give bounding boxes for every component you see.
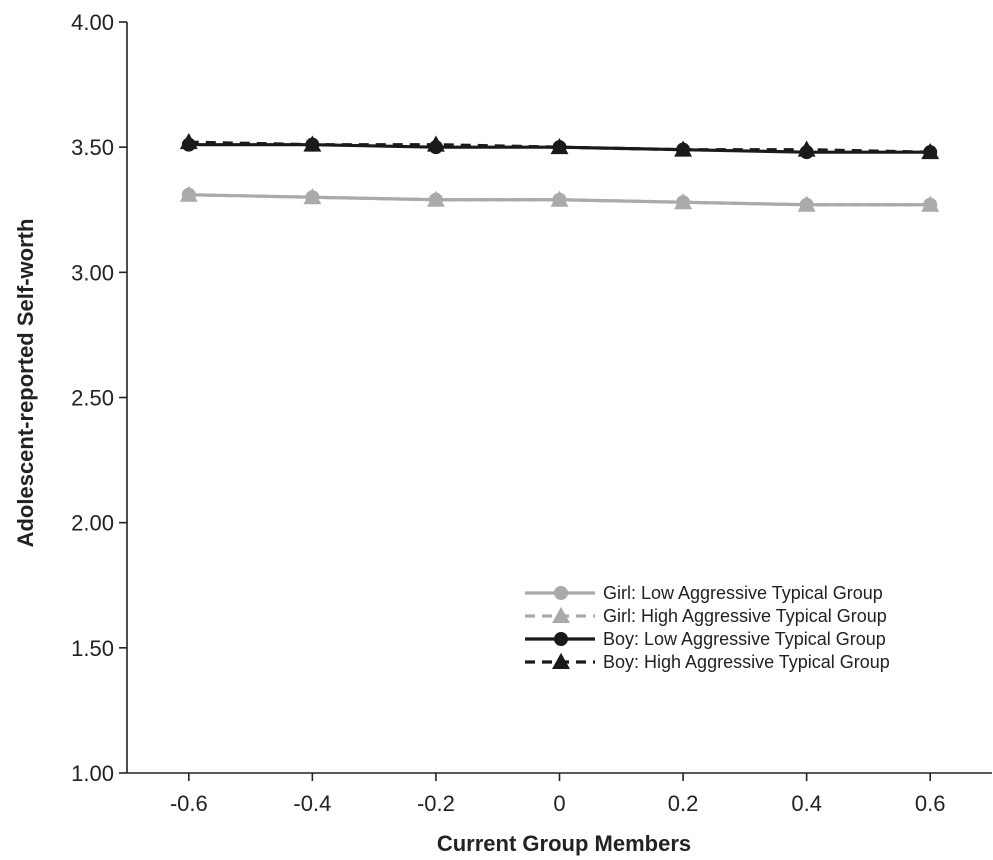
y-tick-label: 3.00 [71,260,114,285]
series-2 [179,185,940,212]
data-point-triangle [303,135,322,152]
data-point-triangle [797,195,816,212]
y-tick-label: 4.00 [71,10,114,35]
legend-item: Girl: High Aggressive Typical Group [525,606,887,626]
data-point-triangle [303,188,322,205]
legend-marker-circle [554,632,568,646]
x-axis-title: Current Group Members [437,831,691,856]
x-tick-label: -0.2 [417,791,455,816]
y-axis-title: Adolescent-reported Self-worth [13,219,38,548]
data-point-triangle [550,190,569,207]
data-point-triangle [426,190,445,207]
series-layer [179,133,940,212]
x-tick-label: 0 [553,791,565,816]
legend-label: Boy: High Aggressive Typical Group [603,652,890,672]
x-tick-label: 0.6 [915,791,946,816]
legend-marker-circle [554,586,568,600]
legend-marker-triangle [552,606,570,623]
x-tick-label: -0.4 [293,791,331,816]
x-ticks: -0.6 -0.4 -0.2 0 0.2 0.4 0.6 [170,773,946,816]
x-tick-label: 0.4 [791,791,822,816]
x-tick-label: -0.6 [170,791,208,816]
data-point-triangle [179,185,198,202]
legend-label: Girl: Low Aggressive Typical Group [603,583,883,603]
series-4 [179,133,940,160]
data-point-triangle [179,133,198,150]
y-tick-label: 2.00 [71,511,114,536]
y-tick-label: 1.00 [71,761,114,786]
legend-item: Girl: Low Aggressive Typical Group [525,583,883,603]
legend-label: Boy: Low Aggressive Typical Group [603,629,886,649]
data-point-triangle [674,193,693,210]
y-tick-label: 2.50 [71,386,114,411]
legend-item: Boy: High Aggressive Typical Group [525,652,890,672]
data-point-triangle [426,135,445,152]
legend-marker-triangle [552,652,570,669]
y-tick-label: 1.50 [71,636,114,661]
y-ticks: 1.00 1.50 2.00 2.50 3.00 3.50 4.00 [71,10,127,786]
data-point-triangle [921,143,940,160]
legend: Girl: Low Aggressive Typical Group Girl: … [525,583,890,672]
y-tick-label: 3.50 [71,135,114,160]
x-tick-label: 0.2 [668,791,699,816]
data-point-triangle [550,138,569,155]
data-point-triangle [921,195,940,212]
legend-label: Girl: High Aggressive Typical Group [603,606,887,626]
data-point-triangle [797,140,816,157]
legend-item: Boy: Low Aggressive Typical Group [525,629,886,649]
data-point-triangle [674,140,693,157]
